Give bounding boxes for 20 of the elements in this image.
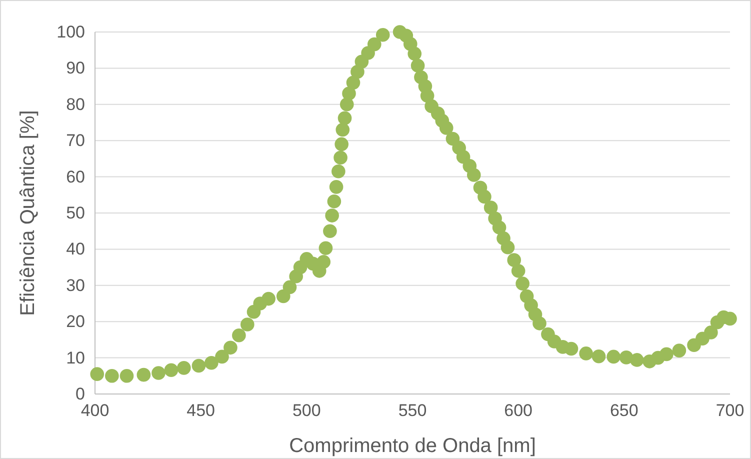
y-tick-label: 70	[66, 131, 85, 150]
y-axis-title: Eficiência Quântica [%]	[17, 110, 39, 316]
x-tick-label: 400	[80, 401, 110, 420]
x-axis-title: Comprimento de Onda [nm]	[289, 435, 536, 457]
x-tick-label: 700	[716, 401, 744, 420]
x-tick-label: 500	[292, 401, 321, 420]
x-tick-label: 450	[186, 401, 216, 420]
y-tick-label: 90	[66, 58, 85, 78]
y-tick-label: 40	[66, 240, 85, 259]
y-tick-label: 50	[66, 203, 85, 222]
y-tick-label: 10	[66, 348, 85, 368]
x-tick-label: 650	[610, 401, 638, 420]
y-tick-label: 0	[76, 384, 85, 404]
y-tick-label: 30	[66, 276, 85, 295]
x-tick-label: 550	[398, 401, 427, 420]
y-tick-label: 60	[66, 167, 85, 186]
y-tick-label: 100	[56, 22, 85, 42]
x-tick-label: 600	[504, 401, 533, 420]
y-tick-label: 80	[66, 94, 85, 114]
y-tick-label: 20	[66, 312, 85, 332]
